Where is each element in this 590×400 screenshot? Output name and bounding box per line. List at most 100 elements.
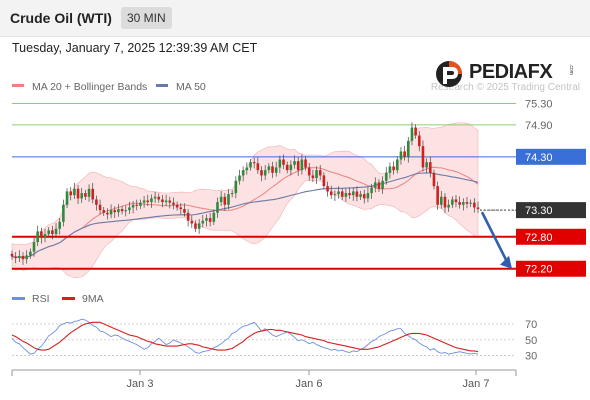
candle-bull bbox=[293, 161, 296, 165]
candle-bull bbox=[205, 218, 208, 221]
candle-bull bbox=[73, 188, 76, 196]
chart-datetime: Tuesday, January 7, 2025 12:39:39 AM CET bbox=[12, 41, 258, 55]
candle-bear bbox=[106, 212, 109, 215]
x-tick-label: Jan 7 bbox=[463, 378, 490, 390]
candle-bull bbox=[440, 196, 443, 205]
candle-bull bbox=[219, 196, 223, 203]
candle-bull bbox=[65, 191, 69, 205]
candle-bull bbox=[80, 193, 84, 199]
candle-bear bbox=[304, 159, 307, 168]
candle-bull bbox=[289, 164, 293, 171]
rsi-9ma-line bbox=[11, 321, 479, 353]
candle-bull bbox=[384, 172, 388, 181]
candle-bear bbox=[414, 127, 417, 136]
timeframe-badge[interactable]: 30 MIN bbox=[121, 7, 172, 29]
candle-bear bbox=[179, 207, 183, 210]
candle-bear bbox=[436, 186, 439, 205]
candle-bear bbox=[186, 212, 190, 221]
rsi-tick-30: 30 bbox=[525, 351, 537, 363]
candle-bull bbox=[201, 220, 205, 224]
candle-bull bbox=[212, 212, 216, 222]
candles-group bbox=[10, 122, 480, 265]
candle-bear bbox=[417, 135, 421, 147]
candle-bear bbox=[135, 204, 139, 206]
candle-bull bbox=[359, 194, 362, 197]
candle-bear bbox=[21, 255, 25, 260]
candle-bear bbox=[146, 200, 150, 203]
candle-bear bbox=[329, 191, 333, 196]
candle-bull bbox=[58, 221, 62, 229]
candle-bear bbox=[377, 182, 381, 189]
pediafx-logo-icon bbox=[436, 61, 462, 87]
brand-tm: .com bbox=[568, 64, 574, 75]
candle-bull bbox=[62, 204, 65, 222]
candle-bear bbox=[454, 199, 458, 203]
bollinger-band bbox=[11, 122, 479, 279]
candle-bull bbox=[425, 162, 428, 168]
candle-bull bbox=[263, 170, 267, 176]
candle-bear bbox=[194, 223, 197, 229]
candle-bear bbox=[10, 253, 14, 257]
candle-bear bbox=[161, 199, 164, 203]
candle-bear bbox=[175, 204, 179, 208]
candle-bear bbox=[285, 164, 289, 171]
candle-bear bbox=[465, 202, 469, 204]
candle-bear bbox=[392, 166, 395, 171]
candle-bear bbox=[190, 220, 194, 224]
candle-bull bbox=[381, 180, 384, 189]
level-badge-72-80 bbox=[516, 228, 586, 245]
candle-bull bbox=[238, 175, 241, 181]
level-label-72-20: 72.20 bbox=[525, 264, 553, 276]
candle-bear bbox=[113, 210, 117, 213]
candle-bull bbox=[274, 167, 278, 173]
candle-bull bbox=[462, 202, 465, 205]
level-badge-74-30 bbox=[516, 148, 586, 165]
candle-bear bbox=[282, 159, 285, 165]
candle-bull bbox=[399, 151, 403, 160]
candle-bull bbox=[447, 204, 450, 208]
candle-bear bbox=[432, 172, 436, 187]
candle-bull bbox=[197, 223, 201, 229]
candle-bear bbox=[102, 210, 106, 213]
rsi-tick-50: 50 bbox=[525, 335, 537, 347]
candle-bear bbox=[223, 196, 227, 205]
candle-bull bbox=[410, 127, 414, 141]
candle-bear bbox=[428, 162, 432, 173]
candle-bull bbox=[109, 210, 113, 215]
level-label-72-80: 72.80 bbox=[525, 232, 553, 244]
candle-bull bbox=[395, 159, 399, 171]
legend-label-9ma: 9MA bbox=[82, 293, 104, 305]
level-label-74-90: 74.90 bbox=[525, 120, 553, 132]
candle-bull bbox=[164, 200, 168, 203]
candle-bull bbox=[227, 194, 230, 205]
legend-label-rsi: RSI bbox=[32, 293, 50, 305]
candle-bear bbox=[98, 204, 102, 211]
candle-bull bbox=[241, 170, 245, 176]
instrument-title: Crude Oil (WTI) bbox=[10, 10, 112, 26]
rsi-line bbox=[11, 318, 479, 355]
candle-bull bbox=[333, 194, 337, 196]
candle-bull bbox=[18, 255, 21, 259]
projection-arrow-shaft bbox=[480, 211, 509, 263]
ma20-line bbox=[11, 166, 479, 258]
candle-bull bbox=[43, 234, 47, 238]
candle-bear bbox=[260, 170, 263, 176]
candle-bear bbox=[443, 196, 447, 208]
candle-bear bbox=[322, 175, 326, 187]
candle-bull bbox=[337, 191, 340, 195]
candle-bull bbox=[87, 188, 91, 197]
candle-bear bbox=[296, 161, 300, 171]
candle-bear bbox=[473, 202, 476, 208]
candle-bull bbox=[300, 159, 304, 171]
candle-bull bbox=[131, 204, 135, 208]
watermark-text: Research © 2025 Trading Central bbox=[431, 82, 580, 93]
candle-bear bbox=[91, 188, 95, 200]
candle-bull bbox=[351, 191, 355, 196]
candle-bear bbox=[458, 202, 461, 205]
candle-bear bbox=[256, 163, 260, 171]
header-bar: Crude Oil (WTI) 30 MIN bbox=[0, 0, 590, 37]
candle-bull bbox=[230, 193, 234, 195]
candle-bull bbox=[54, 228, 58, 235]
candle-bear bbox=[172, 202, 175, 205]
candle-bear bbox=[326, 186, 329, 192]
